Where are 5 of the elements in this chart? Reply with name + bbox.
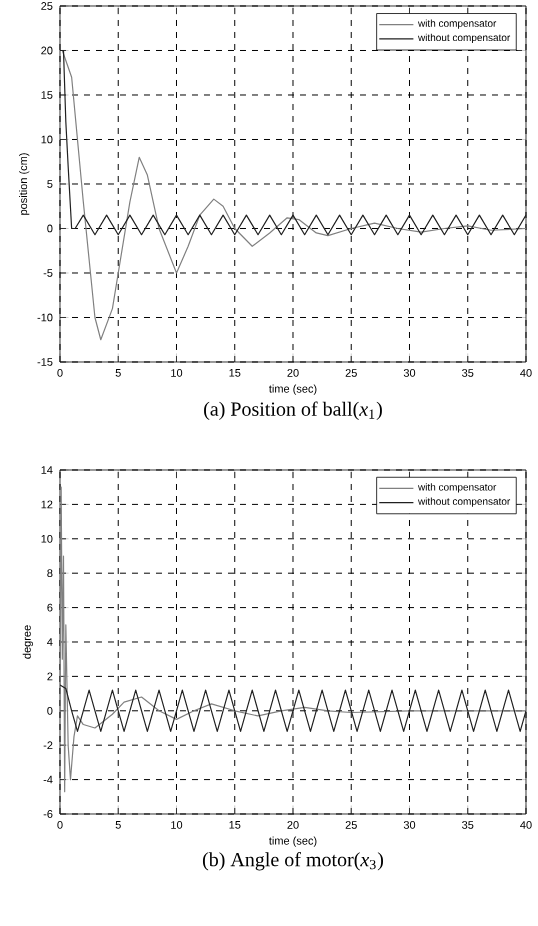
line-series — [60, 49, 526, 236]
line-series — [60, 486, 526, 793]
text: (b) Angle of motor(x$_{3}$) — [202, 852, 384, 871]
text: (a) Position of ball(x$_{1}$) — [204, 401, 382, 420]
line-series — [60, 49, 526, 341]
